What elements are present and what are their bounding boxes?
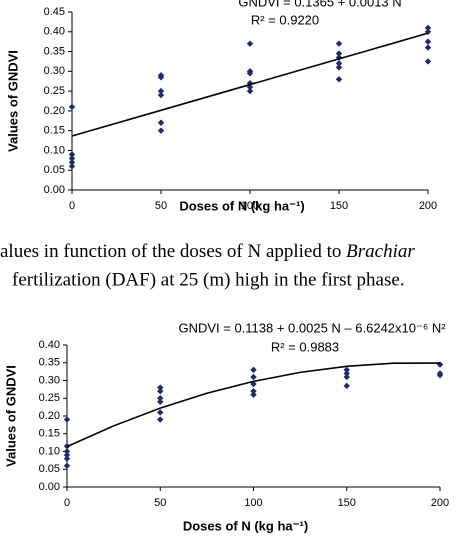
point xyxy=(424,38,432,45)
r-squared: R² = 0.9883 xyxy=(271,339,339,354)
point xyxy=(157,384,164,391)
y-tick-label: 0.35 xyxy=(39,357,60,369)
y-tick-label: 0.30 xyxy=(44,65,65,77)
point xyxy=(335,64,343,71)
y-tick-label: 0.20 xyxy=(39,410,60,422)
x-tick-label: 150 xyxy=(338,497,356,509)
point xyxy=(343,382,350,390)
y-tick-label: 0.00 xyxy=(39,481,60,493)
x-axis-title: Doses of N (kg ha⁻¹) xyxy=(183,518,308,533)
caption-text: alues in function of the doses of N appl… xyxy=(0,241,346,262)
point xyxy=(63,462,71,469)
point xyxy=(250,366,257,374)
x-tick-label: 50 xyxy=(155,200,167,212)
y-tick-label: 0.25 xyxy=(39,392,60,404)
caption-italic: Brachiar xyxy=(346,241,415,262)
point xyxy=(424,58,432,65)
point xyxy=(157,87,165,95)
point xyxy=(63,448,71,455)
point xyxy=(157,387,164,395)
y-tick-label: 0.10 xyxy=(44,144,65,156)
y-tick-label: 0.45 xyxy=(44,6,65,18)
y-axis-title: Values of GNDVI xyxy=(3,365,18,467)
x-tick-label: 0 xyxy=(64,497,70,509)
x-tick-label: 50 xyxy=(154,497,166,509)
point xyxy=(343,373,350,381)
y-tick-label: 0.00 xyxy=(44,184,65,196)
point xyxy=(68,103,76,111)
point xyxy=(335,76,343,83)
point xyxy=(335,60,343,67)
point xyxy=(424,24,432,32)
point xyxy=(246,83,254,91)
x-tick-label: 150 xyxy=(330,200,348,212)
point xyxy=(157,395,164,402)
trend-line xyxy=(66,362,441,448)
caption-line: alues in function of the doses of N appl… xyxy=(0,241,415,262)
point xyxy=(343,370,350,377)
y-tick-label: 0.35 xyxy=(44,45,65,57)
point xyxy=(343,366,350,374)
y-tick-label: 0.20 xyxy=(44,105,65,117)
point xyxy=(68,163,76,170)
y-tick-label: 0.40 xyxy=(44,26,65,38)
x-tick-label: 200 xyxy=(431,497,449,509)
x-axis-title: Doses of N (kg ha⁻¹) xyxy=(179,198,304,213)
point xyxy=(246,70,254,77)
point xyxy=(63,416,71,423)
point xyxy=(157,91,165,99)
point xyxy=(246,87,254,95)
y-tick-label: 0.15 xyxy=(44,125,65,137)
point xyxy=(250,387,257,395)
point xyxy=(335,54,343,61)
point xyxy=(436,371,444,379)
point xyxy=(335,50,343,57)
trend-line xyxy=(71,32,429,137)
equation: GNDVI = 0.1138 + 0.0025 N – 6.6242x10⁻⁶ … xyxy=(178,320,446,335)
x-tick-label: 100 xyxy=(244,497,262,509)
point xyxy=(157,416,164,423)
point xyxy=(68,155,76,162)
point xyxy=(157,409,164,416)
point xyxy=(157,74,165,81)
y-tick-label: 0.15 xyxy=(39,428,60,440)
x-tick-label: 0 xyxy=(69,200,75,212)
y-tick-label: 0.30 xyxy=(39,374,60,386)
x-tick-label: 100 xyxy=(241,200,259,212)
point xyxy=(157,398,164,405)
y-tick-label: 0.05 xyxy=(39,463,60,475)
point xyxy=(68,151,76,158)
equation: GNDVI = 0.1365 + 0.0013 N xyxy=(238,0,401,9)
point xyxy=(246,40,254,47)
point xyxy=(68,159,76,166)
point xyxy=(157,127,165,134)
y-tick-label: 0.05 xyxy=(44,164,65,176)
y-axis-title: Values of GNDVI xyxy=(5,50,20,152)
point xyxy=(250,391,257,398)
point xyxy=(63,451,71,459)
point xyxy=(246,80,254,87)
point xyxy=(335,40,343,47)
y-tick-label: 0.10 xyxy=(39,445,60,457)
x-tick-label: 200 xyxy=(419,200,437,212)
y-tick-label: 0.40 xyxy=(39,339,60,351)
point xyxy=(424,44,432,51)
caption-line: fertilization (DAF) at 25 (m) high in th… xyxy=(12,269,405,290)
point xyxy=(250,373,257,381)
point xyxy=(157,119,165,126)
r-squared: R² = 0.9220 xyxy=(251,12,319,27)
point xyxy=(63,455,71,462)
y-tick-label: 0.25 xyxy=(44,85,65,97)
